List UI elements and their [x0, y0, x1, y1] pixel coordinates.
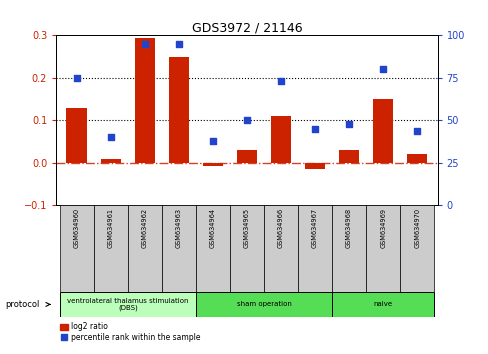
Text: GSM634967: GSM634967 [311, 208, 317, 248]
Bar [264, 205, 297, 292]
Bar [196, 292, 331, 317]
Text: protocol: protocol [5, 300, 39, 309]
Bar [399, 205, 433, 292]
Point [208, 138, 216, 144]
Text: GSM634961: GSM634961 [107, 208, 114, 248]
Title: GDS3972 / 21146: GDS3972 / 21146 [191, 21, 302, 34]
Point [379, 67, 386, 72]
Text: GSM634965: GSM634965 [244, 208, 249, 248]
Bar [406, 154, 427, 163]
Bar [331, 205, 366, 292]
Bar [338, 150, 359, 163]
Point [345, 121, 352, 127]
Text: GSM634960: GSM634960 [74, 208, 80, 248]
Bar [60, 292, 196, 317]
Bar [60, 205, 94, 292]
Bar [94, 205, 127, 292]
Bar [366, 205, 399, 292]
Point [106, 135, 114, 140]
Text: ventrolateral thalamus stimulation
(DBS): ventrolateral thalamus stimulation (DBS) [67, 298, 188, 311]
Text: sham operation: sham operation [236, 302, 291, 307]
Text: GSM634964: GSM634964 [209, 208, 215, 248]
Bar [372, 99, 392, 163]
Bar [331, 292, 433, 317]
Bar [236, 150, 257, 163]
Bar [127, 205, 162, 292]
Bar [229, 205, 264, 292]
Bar [66, 108, 87, 163]
Point [310, 126, 318, 132]
Point [412, 128, 420, 133]
Point [243, 118, 250, 123]
Point [277, 79, 285, 84]
Bar [101, 159, 121, 163]
Bar [270, 116, 291, 163]
Text: GSM634968: GSM634968 [346, 208, 351, 248]
Bar [304, 163, 325, 169]
Bar [134, 38, 155, 163]
Bar [162, 205, 196, 292]
Bar [196, 205, 229, 292]
Text: GSM634963: GSM634963 [176, 208, 182, 248]
Text: GSM634970: GSM634970 [413, 208, 419, 248]
Point [175, 41, 183, 47]
Bar [168, 57, 189, 163]
Point [141, 41, 148, 47]
Text: GSM634962: GSM634962 [142, 208, 147, 248]
Text: GSM634969: GSM634969 [379, 208, 386, 248]
Point [73, 75, 81, 81]
Bar [297, 205, 331, 292]
Legend: log2 ratio, percentile rank within the sample: log2 ratio, percentile rank within the s… [60, 322, 200, 342]
Bar [202, 163, 223, 166]
Text: GSM634966: GSM634966 [278, 208, 284, 248]
Text: naive: naive [373, 302, 392, 307]
